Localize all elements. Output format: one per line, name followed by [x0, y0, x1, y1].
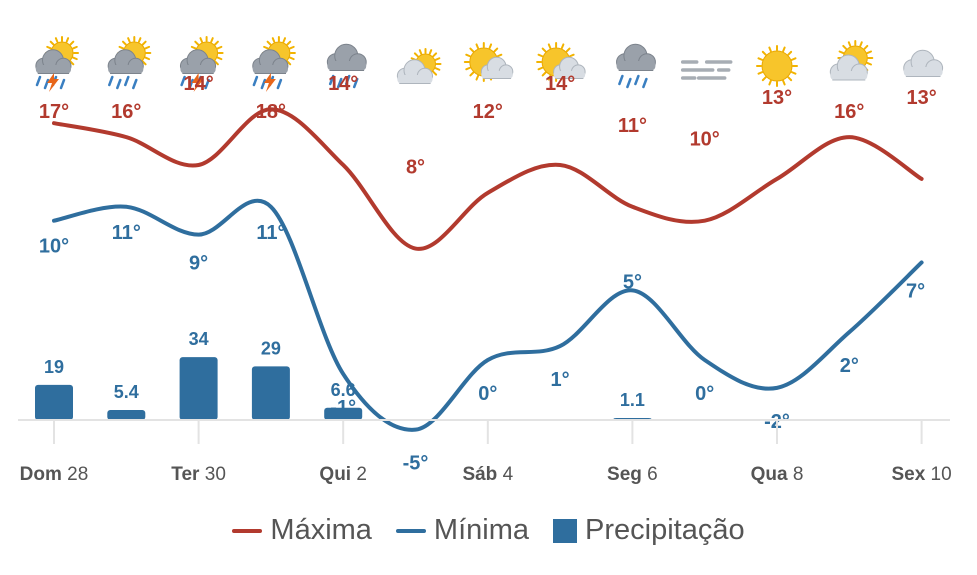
max-temp-label: 11° — [618, 115, 647, 137]
max-temp-label: 16° — [111, 101, 141, 123]
x-tick-day: Sáb — [462, 464, 497, 485]
max-temp-label: 17° — [39, 101, 69, 123]
x-tick-num: 28 — [62, 464, 88, 485]
bars-layer: 19 5.4 34 29 6.6 1.1 — [35, 329, 652, 420]
legend-swatch-min — [395, 528, 426, 533]
x-tick-label: Seg 6 — [607, 464, 658, 485]
x-tick-day: Sex — [891, 464, 925, 485]
legend-item-max[interactable]: Máxima — [232, 514, 372, 547]
precip-bar — [251, 366, 290, 420]
precip-label: 19 — [44, 357, 64, 377]
min-temp-label: -5° — [403, 453, 429, 475]
legend: Máxima Mínima Precipitação — [0, 514, 977, 547]
x-tick-day: Ter — [171, 464, 200, 485]
labels-layer: 17° 16° 14° 18° 14° 8° 12° 14° 11° 10° 13° 16° 13° 10… — [39, 73, 937, 475]
max-temp-label: 12° — [473, 101, 503, 123]
x-tick-day: Qua — [751, 464, 788, 485]
max-temp-label: 14° — [545, 73, 575, 95]
min-temp-label: 0° — [695, 383, 714, 405]
precip-label: 29 — [261, 338, 281, 358]
precip-bar — [179, 357, 218, 420]
precip-bar — [107, 410, 146, 420]
max-temp-label: 16° — [834, 101, 864, 123]
sun-cloud-icon — [829, 40, 874, 81]
max-temp-label: 14° — [328, 73, 358, 95]
x-tick-label: Qui 2 — [319, 464, 367, 485]
legend-item-min[interactable]: Mínima — [395, 514, 529, 547]
max-temp-label: 10° — [690, 129, 720, 151]
x-tick-label: Sex 10 — [891, 464, 951, 485]
max-temp-label: 8° — [406, 157, 425, 179]
min-temp-label: 2° — [840, 355, 859, 377]
legend-swatch-max — [232, 528, 263, 533]
sun-cloud-rain-thunder-icon — [35, 36, 79, 92]
legend-label-max: Máxima — [270, 514, 372, 546]
precip-label: 1.1 — [620, 390, 645, 410]
sun-cloud-icon — [396, 48, 442, 85]
sun-icon — [756, 45, 798, 87]
legend-item-precip[interactable]: Precipitação — [553, 514, 745, 547]
cloud-rain-icon — [616, 43, 656, 89]
precip-label: 5.4 — [114, 382, 139, 402]
max-temp-label: 13° — [762, 87, 792, 109]
x-tick-num: 2 — [351, 464, 367, 485]
x-tick-num: 6 — [642, 464, 658, 485]
min-temp-label: 7° — [906, 280, 925, 302]
x-tick-label: Dom 28 — [20, 464, 89, 485]
min-temp-label: 11° — [256, 222, 285, 244]
icons-layer — [35, 36, 944, 92]
sun-cloud-rain-thunder-icon — [252, 36, 296, 92]
x-tick-label: Ter 30 — [171, 464, 226, 485]
x-axis-ticks: Dom 28 Ter 30 Qui 2 Sáb 4 Seg 6 Qua 8 Sex 10 — [20, 420, 952, 485]
x-tick-num: 10 — [925, 464, 951, 485]
x-tick-num: 30 — [199, 464, 225, 485]
x-tick-num: 8 — [788, 464, 804, 485]
min-temp-label: 1° — [551, 369, 570, 391]
legend-label-precip: Precipitação — [585, 514, 745, 546]
precip-label: 6.6 — [331, 380, 356, 400]
precip-label: 34 — [189, 329, 209, 349]
x-tick-day: Seg — [607, 464, 642, 485]
sun-cloud-icon — [536, 42, 586, 82]
min-temp-label: 11° — [112, 222, 141, 244]
x-tick-day: Qui — [319, 464, 351, 485]
sun-cloud-icon — [463, 42, 514, 82]
cloud-rain-icon — [326, 43, 367, 89]
min-temp-label: 9° — [189, 253, 208, 275]
lines-layer — [52, 107, 924, 432]
precip-bar — [324, 407, 363, 420]
x-tick-label: Qua 8 — [751, 464, 804, 485]
sun-cloud-rain-thunder-icon — [179, 36, 224, 92]
min-temp-label: 10° — [39, 236, 69, 258]
series-line-max — [52, 107, 924, 251]
legend-label-min: Mínima — [433, 514, 529, 546]
fog-icon — [680, 60, 733, 80]
legend-swatch-precip — [553, 518, 577, 543]
x-tick-num: 4 — [497, 464, 513, 485]
max-temp-label: 13° — [906, 87, 936, 109]
cloud-icon — [903, 49, 944, 77]
precip-bar — [35, 384, 73, 420]
max-temp-label: 18° — [256, 101, 286, 123]
x-tick-label: Sáb 4 — [462, 464, 513, 485]
chart-canvas: 17° 16° 14° 18° 14° 8° 12° 14° 11° 10° 13° 16° 13° 10… — [18, 36, 952, 485]
min-temp-label: 5° — [623, 271, 642, 293]
max-temp-label: 14° — [183, 73, 213, 95]
min-temp-label: 0° — [478, 383, 497, 405]
x-tick-day: Dom — [20, 464, 62, 485]
series-line-min — [52, 198, 924, 432]
sun-cloud-rain-icon — [107, 36, 152, 90]
